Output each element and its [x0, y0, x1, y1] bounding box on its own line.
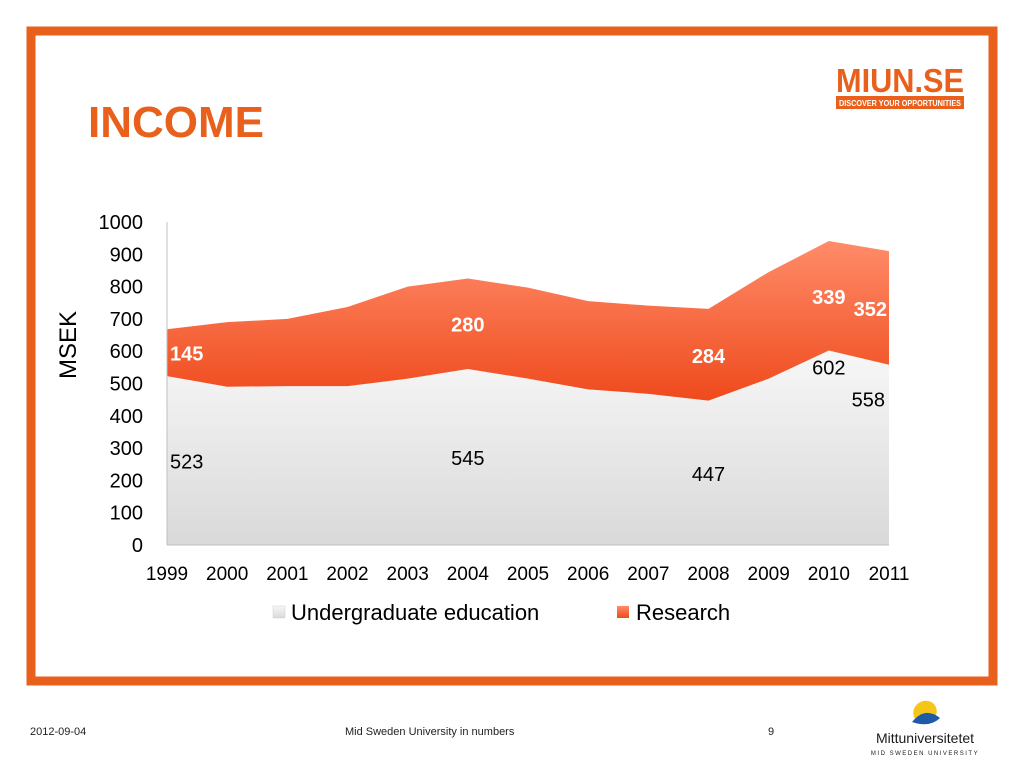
y-tick-label: 600: [110, 341, 143, 363]
data-label-education: 447: [692, 464, 725, 486]
y-tick-label: 400: [110, 406, 143, 428]
logo-emblem-blue: [912, 712, 940, 725]
x-tick-label: 2009: [748, 564, 790, 585]
data-label-education: 523: [170, 452, 203, 474]
mittuniversitetet-logo: Mittuniversitetet MID SWEDEN UNIVERSITY: [871, 700, 979, 757]
miun-logo-tagline: DISCOVER YOUR OPPORTUNITIES: [839, 99, 962, 108]
legend-label-research: Research: [636, 600, 730, 625]
miun-logo-text: MIUN.SE: [836, 62, 964, 99]
y-tick-label: 300: [110, 438, 143, 460]
data-label-research: 145: [170, 344, 203, 366]
y-tick-label: 100: [110, 503, 143, 525]
y-tick-label: 0: [132, 535, 143, 557]
x-tick-label: 2002: [326, 564, 368, 585]
x-tick-label: 2007: [627, 564, 669, 585]
legend-swatch-research: [617, 606, 629, 618]
data-labels: 523 545 447 602 558 145 280 284 339 352: [170, 287, 887, 486]
footer-page-number: 9: [768, 726, 775, 738]
data-label-education: 602: [812, 358, 845, 380]
legend-label-education: Undergraduate education: [291, 600, 539, 625]
footer-center-text: Mid Sweden University in numbers: [345, 726, 515, 738]
area-undergraduate-education: [167, 350, 889, 545]
data-label-research: 284: [692, 346, 726, 368]
y-tick-label: 1000: [99, 212, 144, 234]
data-label-education: 558: [852, 390, 885, 412]
data-label-research: 339: [812, 287, 845, 309]
x-tick-label: 2006: [567, 564, 609, 585]
miun-logo: MIUN.SE DISCOVER YOUR OPPORTUNITIES: [836, 62, 964, 109]
x-tick-label: 2000: [206, 564, 248, 585]
axes: 0 100 200 300 400 500 600 700 800 900 1000 1999 2000…: [99, 212, 910, 585]
x-tick-label: 2005: [507, 564, 549, 585]
university-name: Mittuniversitetet: [876, 730, 974, 746]
y-tick-label: 700: [110, 309, 143, 331]
y-tick-label: 200: [110, 470, 143, 492]
plot-areas: [167, 241, 889, 545]
data-label-education: 545: [451, 448, 484, 470]
data-label-research: 352: [854, 299, 887, 321]
footer-date: 2012-09-04: [30, 726, 87, 738]
data-label-research: 280: [451, 315, 484, 337]
x-tick-label: 2010: [808, 564, 850, 585]
x-tick-label: 2003: [387, 564, 429, 585]
y-axis-label: MSEK: [55, 311, 82, 379]
legend-swatch-education: [272, 605, 286, 619]
university-subtitle: MID SWEDEN UNIVERSITY: [871, 751, 979, 757]
miun-logo-tagline-bar: [836, 96, 964, 109]
legend: Undergraduate education Research: [272, 600, 730, 625]
y-tick-label: 900: [110, 244, 143, 266]
x-tick-label: 2004: [447, 564, 490, 585]
y-tick-label: 800: [110, 277, 143, 299]
x-tick-label: 2001: [266, 564, 308, 585]
area-research: [167, 241, 889, 401]
y-tick-label: 500: [110, 374, 143, 396]
x-tick-label: 2008: [687, 564, 729, 585]
slide-title: INCOME: [88, 98, 264, 147]
x-tick-label: 1999: [146, 564, 188, 585]
x-tick-label: 2011: [869, 564, 910, 585]
